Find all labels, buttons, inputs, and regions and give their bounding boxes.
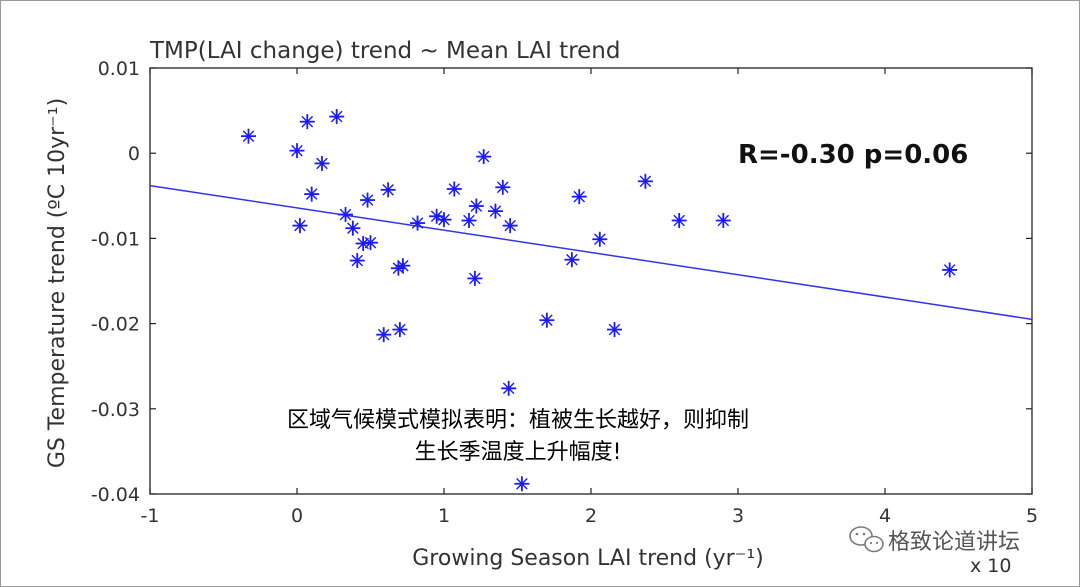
x-tick-label: 4 xyxy=(879,505,891,527)
correlation-annotation: R=-0.30 p=0.06 xyxy=(738,140,968,170)
wechat-icon xyxy=(849,526,884,553)
data-point xyxy=(487,203,503,219)
data-point xyxy=(299,114,315,130)
data-point xyxy=(715,213,731,229)
y-tick-label: -0.03 xyxy=(91,399,140,421)
x-tick-label: 5 xyxy=(1026,505,1038,527)
fit-line-group xyxy=(149,184,1033,321)
data-point xyxy=(289,143,305,159)
data-point xyxy=(395,258,411,274)
data-point xyxy=(363,235,378,251)
data-point xyxy=(292,218,308,234)
data-point xyxy=(476,149,492,165)
data-point xyxy=(637,173,653,189)
fit-line xyxy=(149,184,1033,321)
chart-title: TMP(LAI change) trend ~ Mean LAI trend xyxy=(149,38,620,64)
data-point xyxy=(338,207,354,223)
data-point xyxy=(539,312,555,328)
y-tick-label: -0.04 xyxy=(91,484,140,506)
data-point xyxy=(349,253,365,269)
x-tick-label: 0 xyxy=(291,505,303,527)
data-point xyxy=(314,155,330,171)
data-point xyxy=(304,186,320,202)
data-point xyxy=(410,215,426,231)
overlay-text-line2: 生长季温度上升幅度! xyxy=(415,440,622,465)
overlay-text-line1: 区域气候模式模拟表明：植被生长越好，则抑制 xyxy=(287,408,749,433)
data-point xyxy=(502,218,518,234)
y-tick-label: 0.01 xyxy=(98,58,140,80)
data-point xyxy=(436,212,452,228)
data-point xyxy=(461,213,477,229)
data-point xyxy=(468,198,484,214)
data-point xyxy=(329,109,345,125)
x-tick-label: 1 xyxy=(438,505,450,527)
x-axis-label: Growing Season LAI trend (yr⁻¹) xyxy=(412,546,764,571)
y-tick-label: -0.02 xyxy=(91,314,140,336)
data-point xyxy=(360,192,376,208)
data-point xyxy=(514,476,530,492)
data-point xyxy=(564,252,580,268)
axis-ticks: -1 0 1 2 3 4 5 -0.04 -0.03 -0.02 -0.01 0 0.01 xyxy=(91,58,1038,527)
data-point xyxy=(592,231,608,247)
y-tick-label: 0 xyxy=(128,143,140,165)
data-point xyxy=(446,181,462,197)
x-multiplier-label: x 10 xyxy=(970,555,1011,577)
data-point xyxy=(942,262,958,278)
data-point xyxy=(380,182,396,198)
data-point xyxy=(607,322,623,338)
x-tick-label: 3 xyxy=(732,505,744,527)
data-point xyxy=(571,189,587,205)
data-point xyxy=(467,270,483,286)
y-axis-label: GS Temperature trend (ºC 10yr⁻¹) xyxy=(45,98,70,468)
data-point xyxy=(501,380,517,396)
y-tick-label: -0.01 xyxy=(91,228,140,250)
data-point xyxy=(240,128,256,144)
watermark-text: 格致论道讲坛 xyxy=(888,530,1020,555)
x-tick-label: -1 xyxy=(141,505,160,527)
data-point xyxy=(671,213,687,229)
x-tick-label: 2 xyxy=(585,505,597,527)
data-point xyxy=(392,322,408,338)
data-points xyxy=(240,109,958,492)
data-point xyxy=(345,220,361,236)
data-point xyxy=(495,179,511,195)
data-point xyxy=(376,327,392,343)
